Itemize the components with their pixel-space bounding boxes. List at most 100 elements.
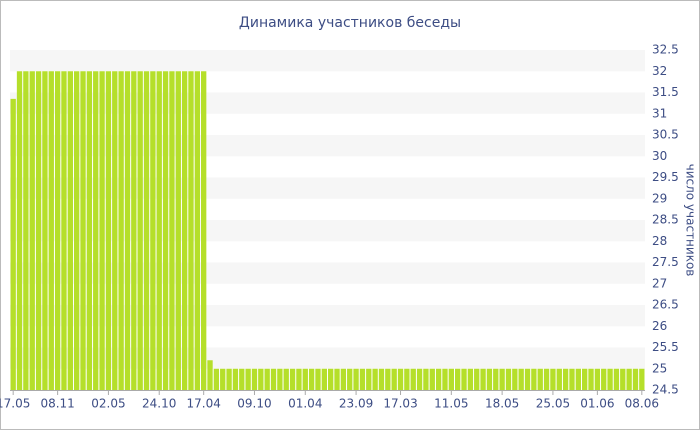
bar [594,368,601,390]
bar [493,368,499,390]
x-tick-label: 18.05 [485,397,519,411]
x-tick-label: 23.09 [339,397,373,411]
bar [505,368,512,390]
bar [118,71,124,390]
y-tick-label: 31.5 [652,85,679,99]
bar [29,71,35,390]
bar [137,71,143,390]
y-axis-label: число участников [684,164,698,277]
bar [620,368,626,390]
y-tick-label: 31 [652,106,667,120]
bar [397,368,404,390]
bar [486,368,493,390]
x-tick-label: 08.11 [40,397,74,411]
y-tick-label: 27 [652,276,667,290]
bar [461,368,467,390]
bar [23,71,29,390]
bar [499,368,505,390]
bar [194,71,200,390]
grid-band [10,135,645,157]
y-tick-label: 26 [652,319,667,333]
y-tick-label: 30.5 [652,128,679,142]
y-tick-label: 25 [652,361,667,375]
bar [607,368,613,390]
bar [442,368,448,390]
bar [626,368,632,390]
bar [99,71,105,390]
y-tick-label: 32.5 [652,43,679,57]
bar [372,368,378,390]
y-tick-label: 25.5 [652,340,679,354]
x-tick-label: 09.10 [237,397,271,411]
bar [308,368,315,390]
bar [518,368,524,390]
y-tick-label: 26.5 [652,298,679,312]
bar [385,368,391,390]
bar [531,368,537,390]
bar [582,368,588,390]
bar [632,368,639,390]
bar [74,71,80,390]
bar [512,368,518,390]
bar [569,368,575,390]
x-tick-label: 08.06 [625,397,659,411]
bar [543,368,550,390]
y-tick-label: 29.5 [652,170,679,184]
grid-band [10,92,645,114]
y-tick-label: 29 [652,191,667,205]
bar [112,71,118,390]
bar [54,71,61,390]
bar [575,368,581,390]
bar [550,368,556,390]
bar [175,71,181,390]
x-tick-label: 17.05 [0,397,30,411]
bar [42,71,48,390]
bar [188,71,194,390]
bar [239,368,245,390]
bar [207,360,213,390]
bar [16,71,23,390]
bar [131,71,137,390]
bar [613,368,620,390]
bar [328,368,334,390]
grid-band [10,50,645,72]
bar [258,368,264,390]
bar [366,368,372,390]
bar [391,368,397,390]
bar [340,368,347,390]
bar [334,368,340,390]
bar [601,368,607,390]
bar [181,71,188,390]
bar [435,368,442,390]
x-tick-label: 17.04 [186,397,220,411]
bar [143,71,150,390]
bar [353,368,359,390]
bar [537,368,543,390]
bar [467,368,474,390]
x-tick-label: 01.04 [288,397,322,411]
y-tick-label: 24.5 [652,383,679,397]
bar [93,71,99,390]
bar [35,71,42,390]
y-tick-label: 27.5 [652,255,679,269]
bar [220,368,226,390]
bar [480,368,486,390]
bar [226,368,232,390]
bar [556,368,562,390]
x-tick-label: 11.05 [434,397,468,411]
bar [201,71,207,390]
bar [213,368,220,390]
y-tick-label: 30 [652,149,667,163]
bar [124,71,131,390]
bar [86,71,93,390]
bar [48,71,54,390]
bar [283,368,289,390]
x-tick-label: 01.06 [580,397,614,411]
bar [162,71,169,390]
bar [302,368,308,390]
bar [10,98,16,390]
bar [67,71,73,390]
bar [562,368,569,390]
x-tick-label: 17.03 [383,397,417,411]
bar [448,368,454,390]
